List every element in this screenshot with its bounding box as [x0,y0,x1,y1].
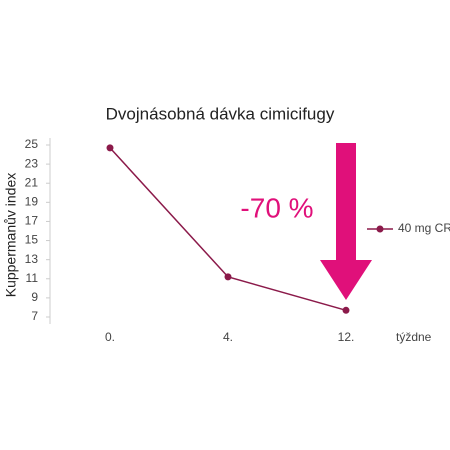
legend-marker [376,225,384,233]
y-tick-label: 23 [25,156,39,170]
point [224,273,232,281]
y-tick-label: 11 [26,271,39,285]
y-tick-label: 9 [31,290,38,304]
point [106,144,114,152]
x-tick-label: 0. [105,330,115,344]
x-tick-label: 4. [223,330,233,344]
point [342,306,350,314]
legend-label: 40 mg CR [398,221,450,235]
y-tick-label: 25 [25,137,39,151]
y-tick-label: 7 [31,309,38,323]
y-tick-label: 21 [25,175,39,189]
arrow [320,143,372,300]
y-tick-label: 17 [25,214,39,228]
y-tick-label: 19 [25,195,39,209]
x-tick-label: 12. [338,330,355,344]
chart-title: Dvojnásobná dávka cimicifugy [106,104,335,123]
x-axis-label: týždne [396,330,432,344]
y-axis-label: Kuppermanův index [3,173,19,298]
y-tick-label: 13 [25,252,39,266]
annotation: -70 % [240,192,313,223]
y-tick-label: 15 [25,233,39,247]
series-line [109,147,347,312]
